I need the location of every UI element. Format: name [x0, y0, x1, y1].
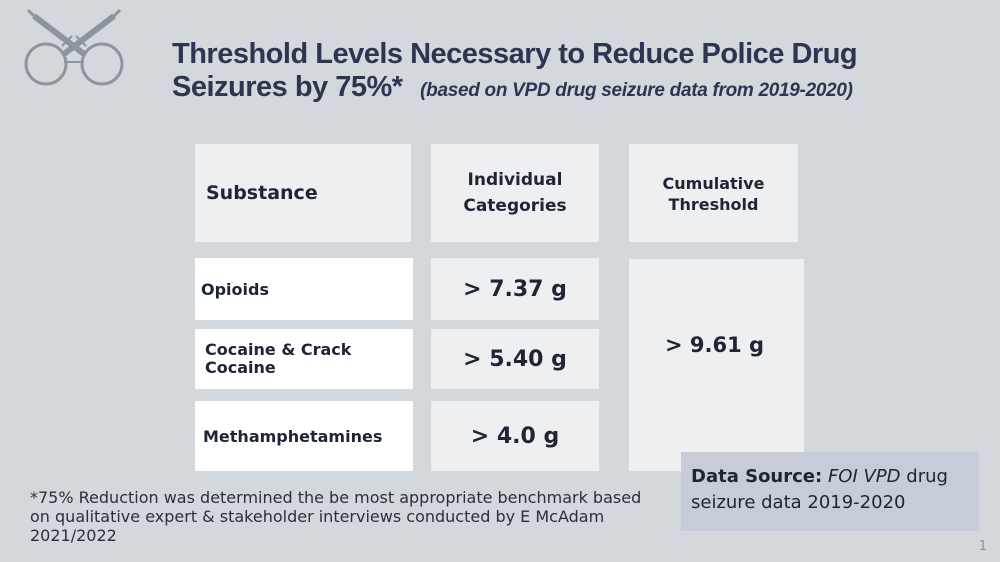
page-number: 1 [978, 539, 987, 554]
header-cumulative: Cumulative Threshold [629, 144, 798, 242]
data-source-italic: FOI VPD [827, 466, 901, 487]
row-opioids-label: Opioids [195, 258, 413, 320]
header-cumulative-label: Cumulative Threshold [662, 174, 765, 214]
substance-name: Methamphetamines [203, 426, 383, 446]
title-main: Threshold Levels Necessary to Reduce Pol… [172, 38, 858, 103]
header-individual: Individual Categories [431, 144, 599, 242]
threshold-value: > 7.37 g [463, 276, 567, 302]
row-cocaine-value: > 5.40 g [431, 329, 599, 389]
row-meth-value: > 4.0 g [431, 401, 599, 471]
data-source-text: drug seizure data 2019-2020 [691, 466, 948, 513]
data-source-box: Data Source: FOI VPD drug seizure data 2… [681, 452, 979, 531]
cumulative-value: > 9.61 g [665, 333, 765, 357]
header-substance-label: Substance [206, 182, 318, 204]
row-meth-label: Methamphetamines [195, 401, 413, 471]
data-source-label: Data Source: [691, 466, 823, 487]
header-individual-label: Individual Categories [463, 170, 567, 216]
threshold-value: > 4.0 g [470, 423, 560, 449]
substance-name: Opioids [201, 279, 269, 299]
handcuffs-logo-icon [14, 6, 134, 90]
header-substance: Substance [195, 144, 411, 242]
cumulative-threshold-cell: > 9.61 g [629, 259, 804, 471]
row-opioids-value: > 7.37 g [431, 258, 599, 320]
title-subtitle: (based on VPD drug seizure data from 201… [420, 80, 853, 101]
substance-name: Cocaine & Crack Cocaine [205, 340, 352, 377]
threshold-value: > 5.40 g [463, 346, 567, 372]
footnote: *75% Reduction was determined the be mos… [30, 488, 642, 545]
page-title: Threshold Levels Necessary to Reduce Pol… [172, 38, 972, 107]
row-cocaine-label: Cocaine & Crack Cocaine [195, 329, 413, 389]
